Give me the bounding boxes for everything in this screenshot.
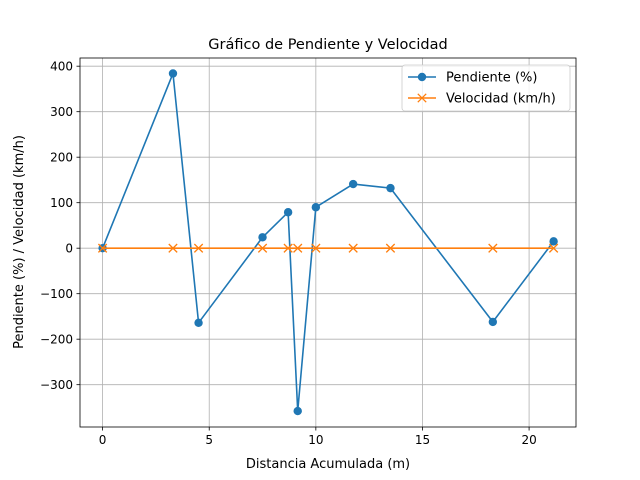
y-tick-label: 100 (50, 196, 73, 210)
x-tick-label: 5 (205, 433, 213, 447)
x-tick-label: 10 (308, 433, 323, 447)
y-axis-label: Pendiente (%) / Velocidad (km/h) (12, 135, 27, 349)
axis-ticks: 0 5 10 15 20 −300 −200 −100 0 100 200 300 400 (40, 60, 537, 447)
series-2-point (293, 243, 303, 253)
x-marker-stroke (311, 243, 321, 253)
series-1-point (348, 179, 358, 189)
x-marker-stroke (283, 243, 293, 253)
x-marker-stroke (488, 243, 498, 253)
x-marker-stroke (293, 243, 303, 253)
series-2-point (488, 243, 498, 253)
plot-frame (79, 57, 577, 428)
series-1-point (549, 237, 558, 246)
x-tick-label: 15 (415, 433, 430, 447)
x-marker-stroke (168, 243, 178, 253)
x-marker-stroke (548, 243, 559, 253)
x-tick-label: 0 (99, 433, 107, 447)
series-2-point (385, 243, 396, 253)
series-2-point (193, 243, 204, 253)
plot-series (97, 69, 559, 416)
y-tick-label: −300 (40, 378, 73, 392)
series-2-point (548, 243, 559, 253)
series-2-point (283, 243, 293, 253)
series-2-point (311, 243, 321, 253)
series-1-point (488, 317, 498, 327)
series-2-point (348, 243, 358, 253)
y-tick-label: −100 (40, 287, 73, 301)
y-tick-label: 0 (65, 242, 73, 256)
y-tick-label: 300 (50, 105, 73, 119)
x-marker-stroke (385, 243, 396, 253)
series-1-point (258, 233, 267, 242)
legend-label: Velocidad (km/h) (446, 92, 556, 107)
legend-marker (417, 93, 427, 103)
legend-box (401, 64, 571, 112)
x-tick-label: 20 (521, 433, 536, 447)
series-1-point (194, 318, 203, 328)
chart-title: Gráfico de Pendiente y Velocidad (208, 37, 447, 53)
x-marker-stroke (257, 243, 268, 253)
x-marker-stroke (97, 243, 108, 253)
series-1-point (311, 203, 321, 212)
legend-entry: Pendiente (%) (408, 71, 537, 86)
series-1-point (293, 406, 302, 416)
legend: Pendiente (%) Velocidad (km/h) (401, 64, 571, 112)
series-2-point (168, 243, 178, 253)
y-tick-label: −200 (40, 333, 73, 347)
legend-marker (417, 72, 427, 82)
series-1-point (386, 183, 395, 193)
x-marker-stroke (348, 243, 358, 253)
x-axis-label: Distancia Acumulada (m) (246, 457, 410, 472)
series-2-point (97, 243, 108, 253)
legend-entry: Velocidad (km/h) (408, 92, 556, 107)
series-1-point (283, 208, 293, 217)
x-marker-stroke (193, 243, 204, 253)
series-2-point (257, 243, 268, 253)
legend-label: Pendiente (%) (446, 71, 537, 86)
x-marker-stroke (417, 93, 427, 103)
series-1-point (168, 69, 178, 78)
y-tick-label: 200 (50, 151, 73, 165)
y-tick-label: 400 (50, 60, 73, 74)
series-2 (97, 243, 559, 253)
